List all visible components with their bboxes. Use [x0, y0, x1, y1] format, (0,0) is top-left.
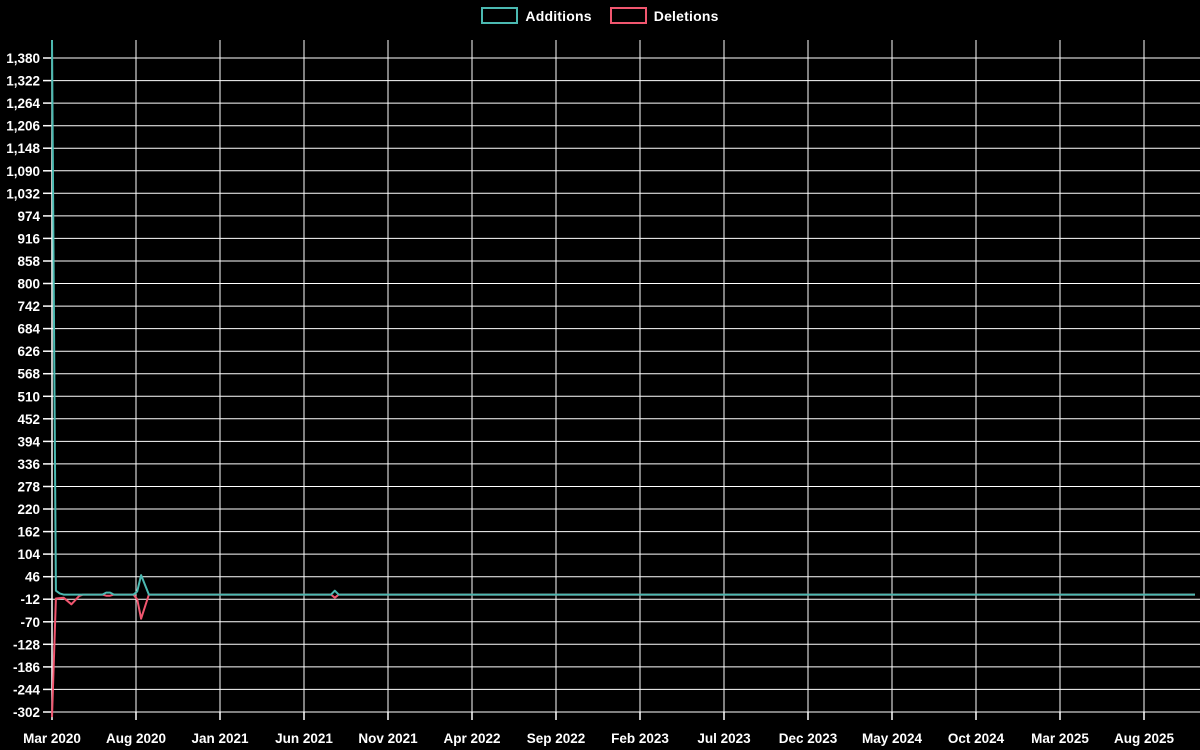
x-axis-label: Jan 2021 [191, 731, 249, 746]
x-axis-label: Jun 2021 [275, 731, 333, 746]
y-axis-label: -186 [13, 660, 41, 675]
legend-label: Deletions [653, 7, 719, 24]
y-axis-label: 394 [17, 434, 40, 449]
y-axis-label: 1,090 [6, 164, 40, 179]
legend: Additions Deletions [0, 7, 1200, 24]
deletions-swatch-icon [609, 7, 647, 24]
x-axis-label: Aug 2025 [1114, 731, 1175, 746]
x-axis-label: May 2024 [862, 731, 923, 746]
legend-label: Additions [525, 7, 592, 24]
y-axis-label: 916 [17, 231, 40, 246]
y-axis-label: 1,032 [6, 186, 40, 201]
y-axis-label: 684 [17, 322, 40, 337]
y-axis-label: -70 [20, 615, 40, 630]
y-axis-label: 336 [17, 457, 40, 472]
additions-swatch-icon [481, 7, 519, 24]
x-axis-label: Jul 2023 [697, 731, 751, 746]
y-axis-label: 1,322 [6, 74, 40, 89]
y-axis-label: -128 [13, 637, 41, 652]
y-axis-label: 742 [17, 299, 40, 314]
y-axis-label: 858 [17, 254, 40, 269]
y-axis-label: 1,148 [6, 141, 40, 156]
y-axis-label: 162 [17, 525, 40, 540]
x-axis-label: Oct 2024 [948, 731, 1005, 746]
y-axis-label: 626 [17, 344, 40, 359]
y-axis-label: -12 [20, 592, 40, 607]
y-axis-label: 510 [17, 389, 40, 404]
y-axis-label: 1,206 [6, 119, 40, 134]
y-axis-label: 1,380 [6, 51, 40, 66]
x-axis-label: Feb 2023 [611, 731, 669, 746]
legend-item-deletions[interactable]: Deletions [609, 7, 719, 24]
y-axis-label: 46 [25, 570, 41, 585]
y-axis-label: 104 [17, 547, 40, 562]
y-axis-label: 800 [17, 277, 40, 292]
x-axis-label: Sep 2022 [527, 731, 586, 746]
x-axis-label: Aug 2020 [106, 731, 166, 746]
x-axis-label: Nov 2021 [358, 731, 418, 746]
y-axis-label: 1,264 [6, 96, 40, 111]
y-axis-label: 974 [17, 209, 40, 224]
x-axis-label: Apr 2022 [443, 731, 500, 746]
x-axis-label: Mar 2025 [1031, 731, 1089, 746]
y-axis-label: 568 [17, 367, 40, 382]
series-line-additions [51, 40, 1195, 596]
x-axis-label: Dec 2023 [779, 731, 838, 746]
x-axis-label: Mar 2020 [23, 731, 81, 746]
y-axis-label: -302 [13, 705, 40, 720]
y-axis-label: 220 [17, 502, 40, 517]
y-axis-label: 278 [17, 480, 40, 495]
legend-item-additions[interactable]: Additions [481, 7, 592, 24]
y-axis-label: -244 [13, 682, 41, 697]
y-axis-label: 452 [17, 412, 40, 427]
